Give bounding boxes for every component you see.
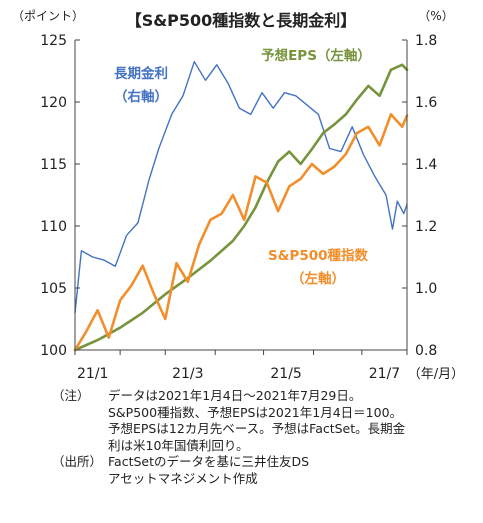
- note-line: データは2021年1月4日～2021年7月29日。: [108, 388, 362, 403]
- note-block: （注） データは2021年1月4日～2021年7月29日。 S&P500種指数、…: [52, 388, 477, 454]
- x-tick-label: 21/5: [270, 366, 301, 382]
- right-tick-label: 1.0: [415, 281, 437, 297]
- note-line: S&P500種指数、予想EPSは2021年1月4日＝100。: [108, 404, 403, 420]
- chart-title: 【S&P500種指数と長期金利】: [126, 11, 357, 30]
- series-label-2: 長期金利: [114, 65, 168, 82]
- left-tick-label: 115: [40, 157, 67, 173]
- left-tick-label: 125: [40, 33, 67, 49]
- right-tick-label: 1.2: [415, 219, 437, 235]
- chart-area: 【S&P500種指数と長期金利】 （ポイント） （%） 100 105 110 115 120…: [12, 9, 464, 382]
- x-tick-label: 21/1: [77, 366, 108, 382]
- series-label-0: （左軸）: [291, 270, 345, 287]
- right-tick-label: 1.4: [415, 157, 437, 173]
- series-line-2: [74, 61, 408, 314]
- series-line-1: [73, 63, 409, 352]
- right-tick-label: 0.8: [415, 343, 437, 359]
- right-tick-label: 1.8: [415, 33, 437, 49]
- x-tick-label: 21/7: [369, 366, 400, 382]
- left-tick-label: 120: [40, 95, 67, 111]
- note-tag: （注）: [52, 388, 90, 403]
- source-line: FactSetのデータを基に三井住友DS: [108, 454, 310, 469]
- left-axis-unit: （ポイント）: [12, 9, 84, 23]
- series-label-2: （右軸）: [114, 88, 168, 105]
- source-body: FactSetのデータを基に三井住友DS アセットマネジメント作成: [108, 454, 477, 487]
- source-block: （出所） FactSetのデータを基に三井住友DS アセットマネジメント作成: [52, 454, 477, 487]
- note-line: 予想EPSは12カ月先ベース。予想はFactSet。長期金: [108, 421, 406, 436]
- x-axis-unit: （年/月）: [408, 367, 464, 382]
- footnotes: （注） データは2021年1月4日～2021年7月29日。 S&P500種指数、…: [52, 388, 477, 487]
- note-line: 利は米10年国債利回り。: [108, 437, 249, 453]
- x-tick-label: 21/3: [172, 366, 203, 382]
- left-tick-label: 110: [40, 219, 67, 235]
- series-label-0: S&P500種指数: [268, 247, 369, 264]
- note-body: データは2021年1月4日～2021年7月29日。 S&P500種指数、予想EP…: [108, 388, 477, 454]
- series-label-1: 予想EPS（左軸）: [261, 47, 371, 64]
- left-tick-label: 100: [40, 343, 67, 359]
- source-line: アセットマネジメント作成: [108, 470, 258, 486]
- source-tag: （出所）: [52, 454, 103, 469]
- right-tick-label: 1.6: [415, 95, 437, 111]
- left-tick-label: 105: [40, 281, 67, 297]
- right-axis-unit: （%）: [418, 9, 453, 23]
- series-line-0: [73, 113, 409, 352]
